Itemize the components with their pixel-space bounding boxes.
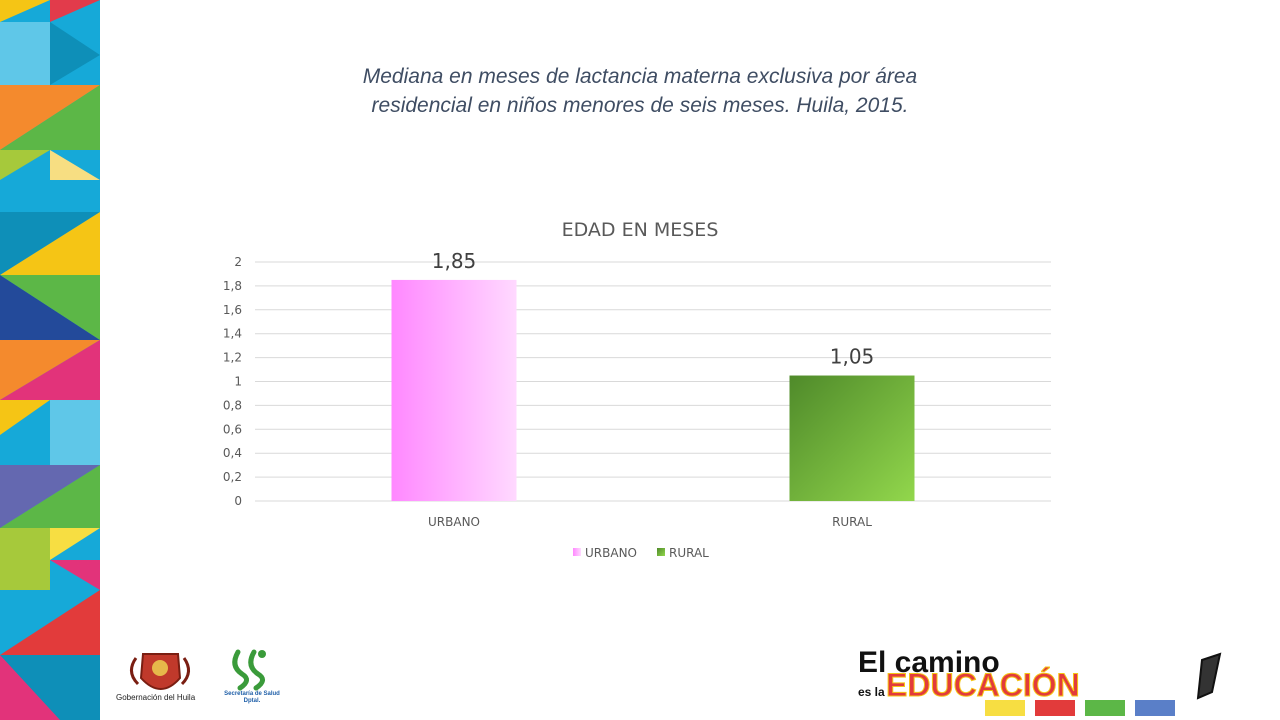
x-axis-ticks: URBANO RURAL: [428, 515, 872, 529]
gridlines: [255, 261, 1051, 502]
y-tick-label: 1,8: [223, 279, 242, 293]
secretaria-salud-label: Secretaría de Salud Dptal.: [216, 691, 288, 705]
gobernacion-label: Gobernación del Huila: [116, 693, 196, 702]
y-tick-label: 0,4: [223, 446, 242, 460]
y-tick-label: 0,6: [223, 422, 242, 436]
secretaria-salud-logo-icon: [232, 649, 266, 691]
bars: 1,85 1,05: [391, 249, 915, 501]
chart-title: EDAD EN MESES: [562, 219, 719, 241]
brand-block-blue: [1135, 700, 1175, 716]
y-tick-label: 1: [234, 375, 242, 389]
legend-label-urbano: URBANO: [585, 546, 637, 560]
legend-swatch-urbano: [573, 548, 581, 556]
data-label-urbano: 1,85: [432, 249, 477, 273]
decorative-side-strip: [0, 0, 100, 720]
y-tick-label: 1,2: [223, 351, 242, 365]
brand-block-yellow: [985, 700, 1025, 716]
data-label-rural: 1,05: [830, 345, 875, 369]
y-tick-label: 1,6: [223, 303, 242, 317]
secretaria-salud-label-line1: Secretaría de Salud: [224, 691, 280, 697]
y-tick-label: 0,2: [223, 470, 242, 484]
legend: URBANO RURAL: [573, 546, 709, 560]
brand-line3: EDUCACIÓN: [886, 667, 1080, 703]
slide-title: Mediana en meses de lactancia materna ex…: [362, 65, 918, 117]
bar-urbano: [391, 279, 517, 501]
y-tick-label: 0,8: [223, 398, 242, 412]
brand-block-red: [1035, 700, 1075, 716]
brand-line2: es la: [858, 685, 885, 699]
pencil-icon: [1196, 652, 1222, 700]
y-tick-label: 1,4: [223, 327, 242, 341]
legend-swatch-rural: [657, 548, 665, 556]
legend-label-rural: RURAL: [669, 546, 709, 560]
y-axis-ticks: 0 0,2 0,4 0,6 0,8 1 1,2 1,4 1,6 1,8 2: [223, 255, 242, 508]
x-tick-label-urbano: URBANO: [428, 515, 480, 529]
y-tick-label: 0: [234, 494, 242, 508]
brand-line1: El camino: [858, 646, 1000, 679]
bar-rural: [789, 375, 915, 501]
secretaria-salud-label-line2: Dptal.: [243, 698, 261, 704]
gobernacion-crest-icon: [130, 653, 190, 690]
brand-block-green: [1085, 700, 1125, 716]
x-tick-label-rural: RURAL: [832, 515, 872, 529]
y-tick-label: 2: [234, 255, 242, 269]
el-camino-educacion-logo: El camino es la EDUCACIÓN: [858, 646, 1222, 716]
